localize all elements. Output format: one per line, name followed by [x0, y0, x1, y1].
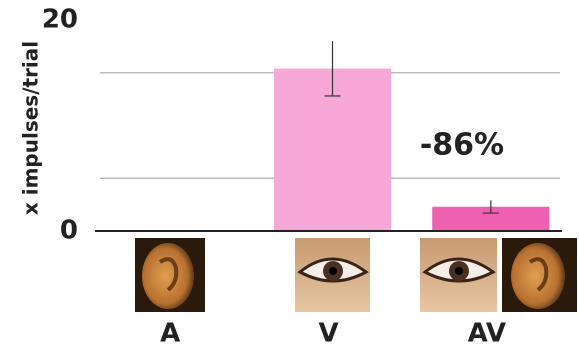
annotation: -86%	[420, 128, 504, 163]
eye-icon	[295, 238, 370, 312]
x-tick-label: V	[318, 319, 338, 349]
ear-icon	[502, 238, 577, 312]
ear-icon	[135, 238, 205, 312]
x-tick-label: A	[160, 319, 180, 349]
y-axis-label: x impulses/trial	[19, 41, 43, 215]
eye-icon	[420, 238, 497, 312]
y-tick-label: 20	[42, 5, 78, 35]
chart: x impulses/trial -86% 020AVAV	[0, 0, 579, 354]
x-tick-label: AV	[468, 319, 506, 349]
y-tick-label: 0	[60, 216, 78, 246]
